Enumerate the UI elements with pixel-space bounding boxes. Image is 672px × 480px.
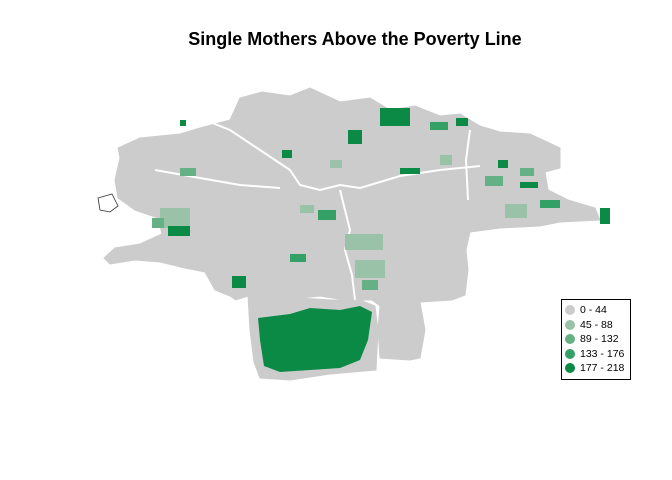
legend-swatch	[565, 305, 575, 316]
map-legend: 0 - 44 45 - 88 89 - 132 133 - 176 177 - …	[561, 299, 631, 380]
legend-item: 177 - 218	[565, 361, 630, 376]
legend-swatch	[565, 319, 575, 330]
tracts-bin-89-132	[152, 168, 534, 290]
tracts-bin-177-218	[168, 108, 610, 372]
map-title: Single Mothers Above the Poverty Line	[188, 29, 522, 49]
legend-item: 45 - 88	[565, 318, 630, 333]
legend-swatch	[565, 334, 575, 345]
legend-item: 0 - 44	[565, 303, 630, 318]
legend-label: 0 - 44	[580, 304, 607, 317]
legend-swatch	[565, 363, 575, 374]
legend-label: 177 - 218	[580, 362, 625, 375]
tract-outline-west	[97, 193, 119, 213]
tract-region-southeast	[377, 299, 426, 361]
legend-item: 133 - 176	[565, 347, 630, 362]
legend-label: 45 - 88	[580, 318, 613, 331]
legend-label: 133 - 176	[580, 347, 625, 360]
legend-swatch	[565, 348, 575, 359]
tracts-bin-45-88	[160, 155, 527, 278]
legend-item: 89 - 132	[565, 332, 630, 347]
legend-label: 89 - 132	[580, 333, 619, 346]
tracts-bin-133-176	[290, 122, 560, 262]
